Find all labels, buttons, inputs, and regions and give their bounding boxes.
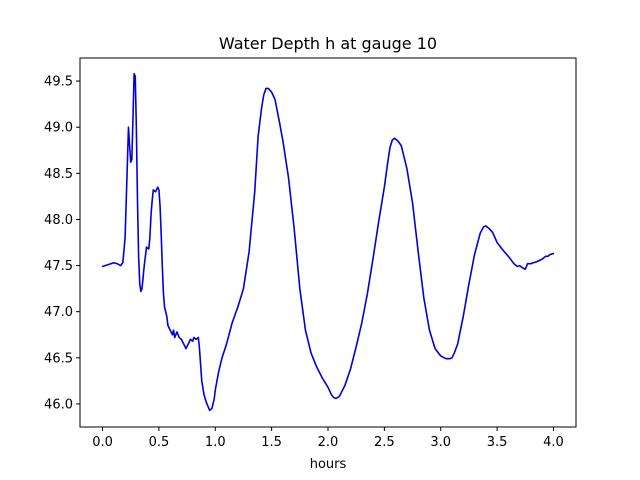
x-axis-label: hours xyxy=(310,457,347,472)
y-tick-label: 47.0 xyxy=(44,305,73,320)
plot-frame xyxy=(79,57,577,428)
x-tick-label: 1.5 xyxy=(261,435,282,450)
y-tick-label: 48.0 xyxy=(44,213,73,228)
plot-area xyxy=(101,72,555,412)
y-tick-label: 49.5 xyxy=(44,75,73,90)
chart-title: Water Depth h at gauge 10 xyxy=(219,34,437,53)
series-line-water-depth xyxy=(101,72,555,412)
x-tick-label: 2.0 xyxy=(318,435,339,450)
x-tick-label: 3.5 xyxy=(487,435,508,450)
y-tick-label: 49.0 xyxy=(44,121,73,136)
x-axis: 0.0 0.5 1.0 1.5 2.0 2.5 3.0 3.5 4.0 xyxy=(92,427,564,450)
x-tick-label: 0.0 xyxy=(92,435,113,450)
x-tick-label: 0.5 xyxy=(149,435,170,450)
y-axis: 46.0 46.5 47.0 47.5 48.0 48.5 49.0 49.5 xyxy=(44,75,80,412)
y-tick-label: 48.5 xyxy=(44,167,73,182)
x-tick-label: 3.0 xyxy=(430,435,451,450)
y-tick-label: 47.5 xyxy=(44,259,73,274)
y-tick-label: 46.0 xyxy=(44,397,73,412)
y-tick-label: 46.5 xyxy=(44,351,73,366)
x-tick-label: 1.0 xyxy=(205,435,226,450)
x-tick-label: 2.5 xyxy=(374,435,395,450)
x-tick-label: 4.0 xyxy=(543,435,564,450)
